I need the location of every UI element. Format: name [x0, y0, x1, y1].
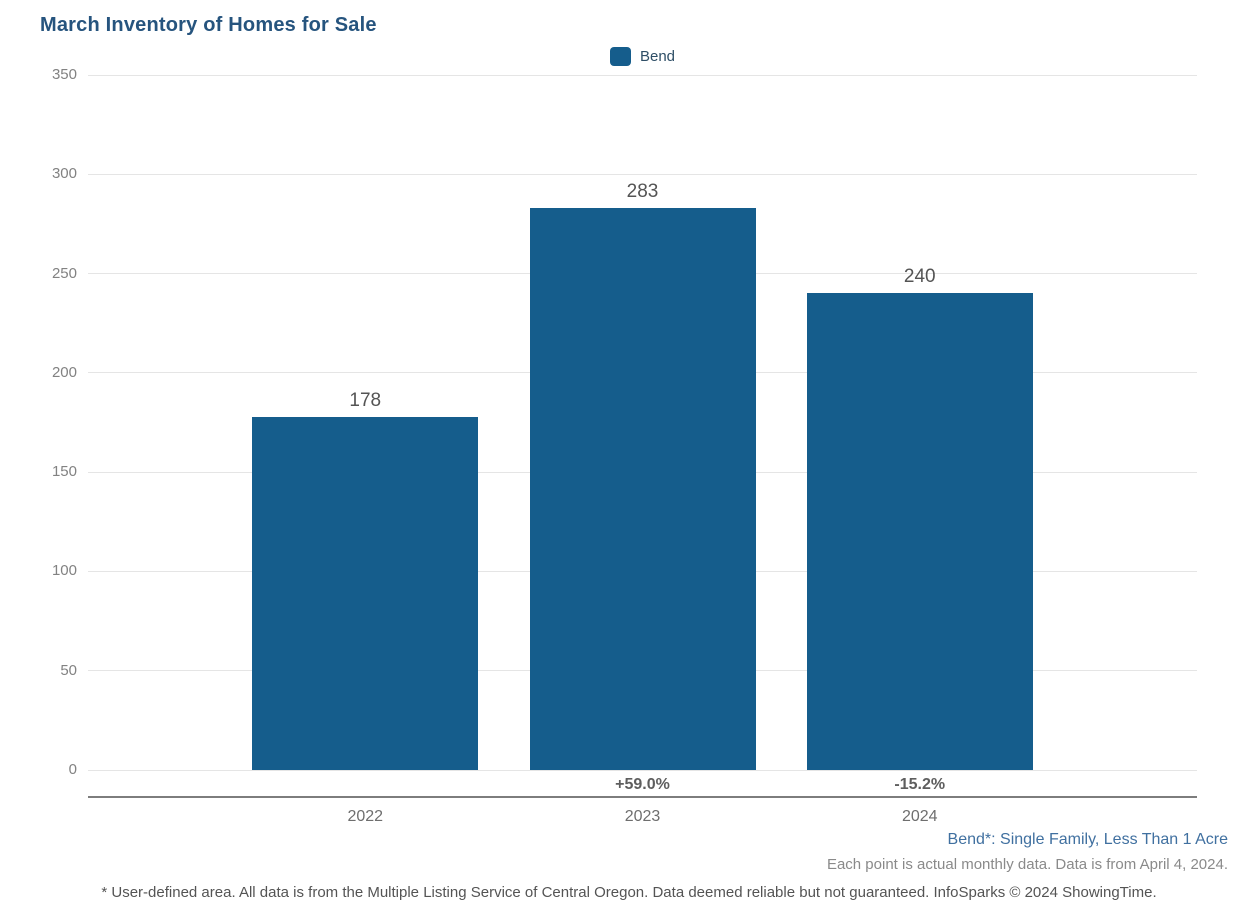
legend-label-bend: Bend: [639, 47, 676, 65]
y-axis-tick-200: 200: [51, 363, 77, 381]
gridline-y-300: [88, 173, 1197, 175]
gridline-y-350: [88, 74, 1197, 76]
y-axis-tick-350: 350: [51, 66, 77, 83]
x-axis-line: [88, 796, 1197, 798]
legend-swatch-bend: [609, 46, 631, 66]
x-axis-tick-2022: 2022: [347, 808, 384, 825]
y-axis-tick-100: 100: [51, 562, 77, 580]
x-axis-tick-2023: 2023: [624, 808, 661, 825]
footnote-data-source: Each point is actual monthly data. Data …: [826, 856, 1228, 873]
pct-change-label-2024: -15.2%: [894, 776, 946, 793]
bar-value-label-2023: 283: [626, 181, 659, 203]
y-axis-tick-300: 300: [51, 165, 77, 183]
footnote-series-definition: Bend*: Single Family, Less Than 1 Acre: [947, 831, 1228, 848]
y-axis-tick-250: 250: [51, 264, 77, 282]
gridline-y-0: [88, 769, 1197, 771]
bar-value-label-2024: 240: [903, 266, 936, 288]
chart-title: March Inventory of Homes for Sale: [40, 14, 377, 36]
bar-2024: [806, 293, 1033, 770]
x-axis-tick-2024: 2024: [901, 808, 938, 825]
bar-value-label-2022: 178: [349, 389, 382, 411]
y-axis-tick-50: 50: [60, 661, 77, 679]
bar-2022: [252, 416, 479, 770]
y-axis-tick-150: 150: [51, 463, 77, 481]
legend: Bend: [88, 45, 1197, 67]
y-axis-tick-0: 0: [68, 761, 77, 778]
pct-change-label-2023: +59.0%: [615, 776, 670, 793]
footnote-disclaimer: * User-defined area. All data is from th…: [101, 884, 1157, 901]
bar-2023: [529, 208, 756, 770]
